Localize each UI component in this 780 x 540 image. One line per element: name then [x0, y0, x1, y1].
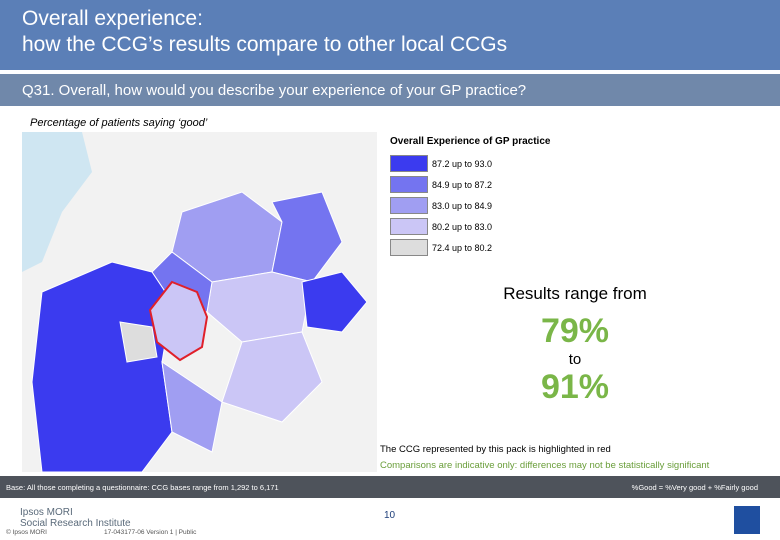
logo-text: Ipsos MORI Social Research Institute: [20, 507, 131, 529]
region: [119, 321, 158, 363]
job-number: 17-043177-06 Version 1 | Public: [104, 529, 197, 536]
legend-swatch: [390, 176, 428, 193]
highlighted-ccg: [148, 280, 209, 362]
legend-swatch: [390, 218, 428, 235]
legend-item: 80.2 up to 83.0: [390, 216, 534, 237]
question: Q31. Overall, how would you describe you…: [22, 82, 527, 99]
legend-title: Overall Experience of GP practice: [390, 136, 551, 147]
copyright: © Ipsos MORI: [6, 529, 47, 536]
note: The CCG represented by this pack is high…: [380, 444, 611, 455]
logo-line: Social Research Institute: [20, 518, 131, 529]
region: [161, 360, 223, 453]
legend-swatch: [390, 239, 428, 256]
water: [22, 132, 92, 272]
legend-item: 83.0 up to 84.9: [390, 195, 534, 216]
legend-label: 83.0 up to 84.9: [432, 200, 493, 211]
base-note: Base: All those completing a questionnai…: [6, 483, 279, 492]
legend-item: 87.2 up to 93.0: [390, 153, 534, 174]
logo-line: Ipsos MORI: [20, 507, 73, 518]
legend-items: 87.2 up to 93.0 84.9 up to 87.2 83.0 up to…: [386, 153, 534, 258]
results-high: 91%: [540, 368, 610, 406]
map: [22, 132, 377, 472]
results-connector: to: [568, 351, 582, 368]
results: Results range from 79% to 91%: [470, 284, 680, 407]
logo-mark: [734, 506, 760, 534]
legend-swatch: [390, 197, 428, 214]
region: [221, 331, 323, 423]
subtitle: Percentage of patients saying ‘good’: [30, 117, 208, 129]
title: Overall experience: how the CCG’s result…: [22, 6, 507, 58]
results-intro: Results range from: [503, 284, 647, 303]
legend-swatch: [390, 155, 428, 172]
legend-label: 87.2 up to 93.0: [432, 158, 493, 169]
region: [31, 261, 173, 472]
legend-label: 80.2 up to 83.0: [432, 221, 493, 232]
title-line: Overall experience:: [22, 7, 203, 30]
legend: Overall Experience of GP practice 87.2 u…: [386, 132, 551, 256]
definition: %Good = %Very good + %Fairly good: [631, 483, 758, 492]
legend-item: 84.9 up to 87.2: [390, 174, 534, 195]
results-low: 79%: [540, 312, 610, 350]
legend-label: 72.4 up to 80.2: [432, 242, 493, 253]
legend-item: 72.4 up to 80.2: [390, 237, 534, 258]
title-line: how the CCG’s results compare to other l…: [22, 33, 508, 56]
region: [301, 271, 368, 333]
question-band: [0, 74, 780, 106]
page-number: 10: [384, 510, 396, 521]
header-band: [0, 0, 780, 70]
note: Comparisons are indicative only: differe…: [380, 460, 710, 471]
legend-label: 84.9 up to 87.2: [432, 179, 493, 190]
footer-band: [0, 476, 780, 498]
